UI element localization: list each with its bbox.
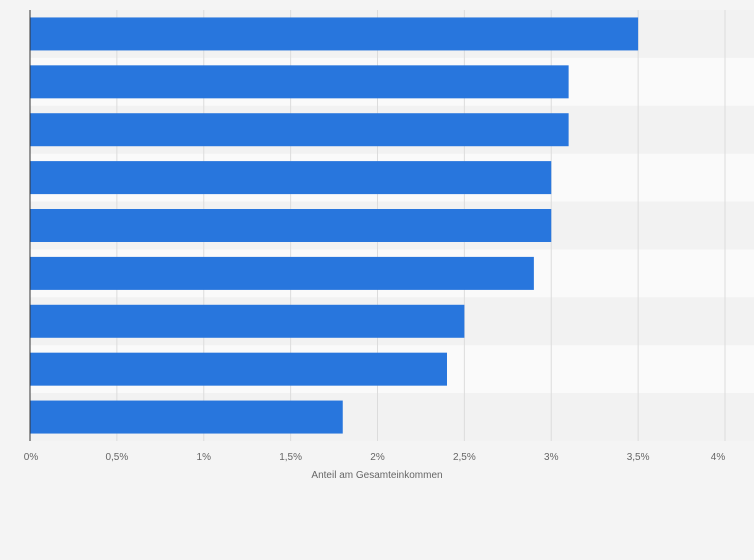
bar [30, 352, 447, 386]
x-axis-title: Anteil am Gesamteinkommen [311, 470, 442, 481]
x-tick-labels: 0% 0,5% 1% 1,5% 2% 2,5% 3% 3,5% 4% [24, 452, 726, 463]
bar [30, 400, 343, 434]
x-tick-label: 0,5% [105, 452, 128, 463]
x-tick-label: 2,5% [453, 452, 476, 463]
bars [30, 17, 639, 434]
bar [30, 304, 465, 338]
bar [30, 209, 552, 242]
x-tick-label: 2% [370, 452, 385, 463]
bar [30, 161, 552, 195]
bar [30, 113, 569, 147]
x-tick-label: 4% [711, 452, 726, 463]
x-tick-label: 3% [544, 452, 559, 463]
x-tick-label: 1% [197, 452, 212, 463]
x-tick-label: 3,5% [627, 452, 650, 463]
bar [30, 256, 534, 290]
bar [30, 17, 639, 51]
x-tick-label: 1,5% [279, 452, 302, 463]
bar [30, 65, 569, 99]
x-tick-label: 0% [24, 452, 39, 463]
